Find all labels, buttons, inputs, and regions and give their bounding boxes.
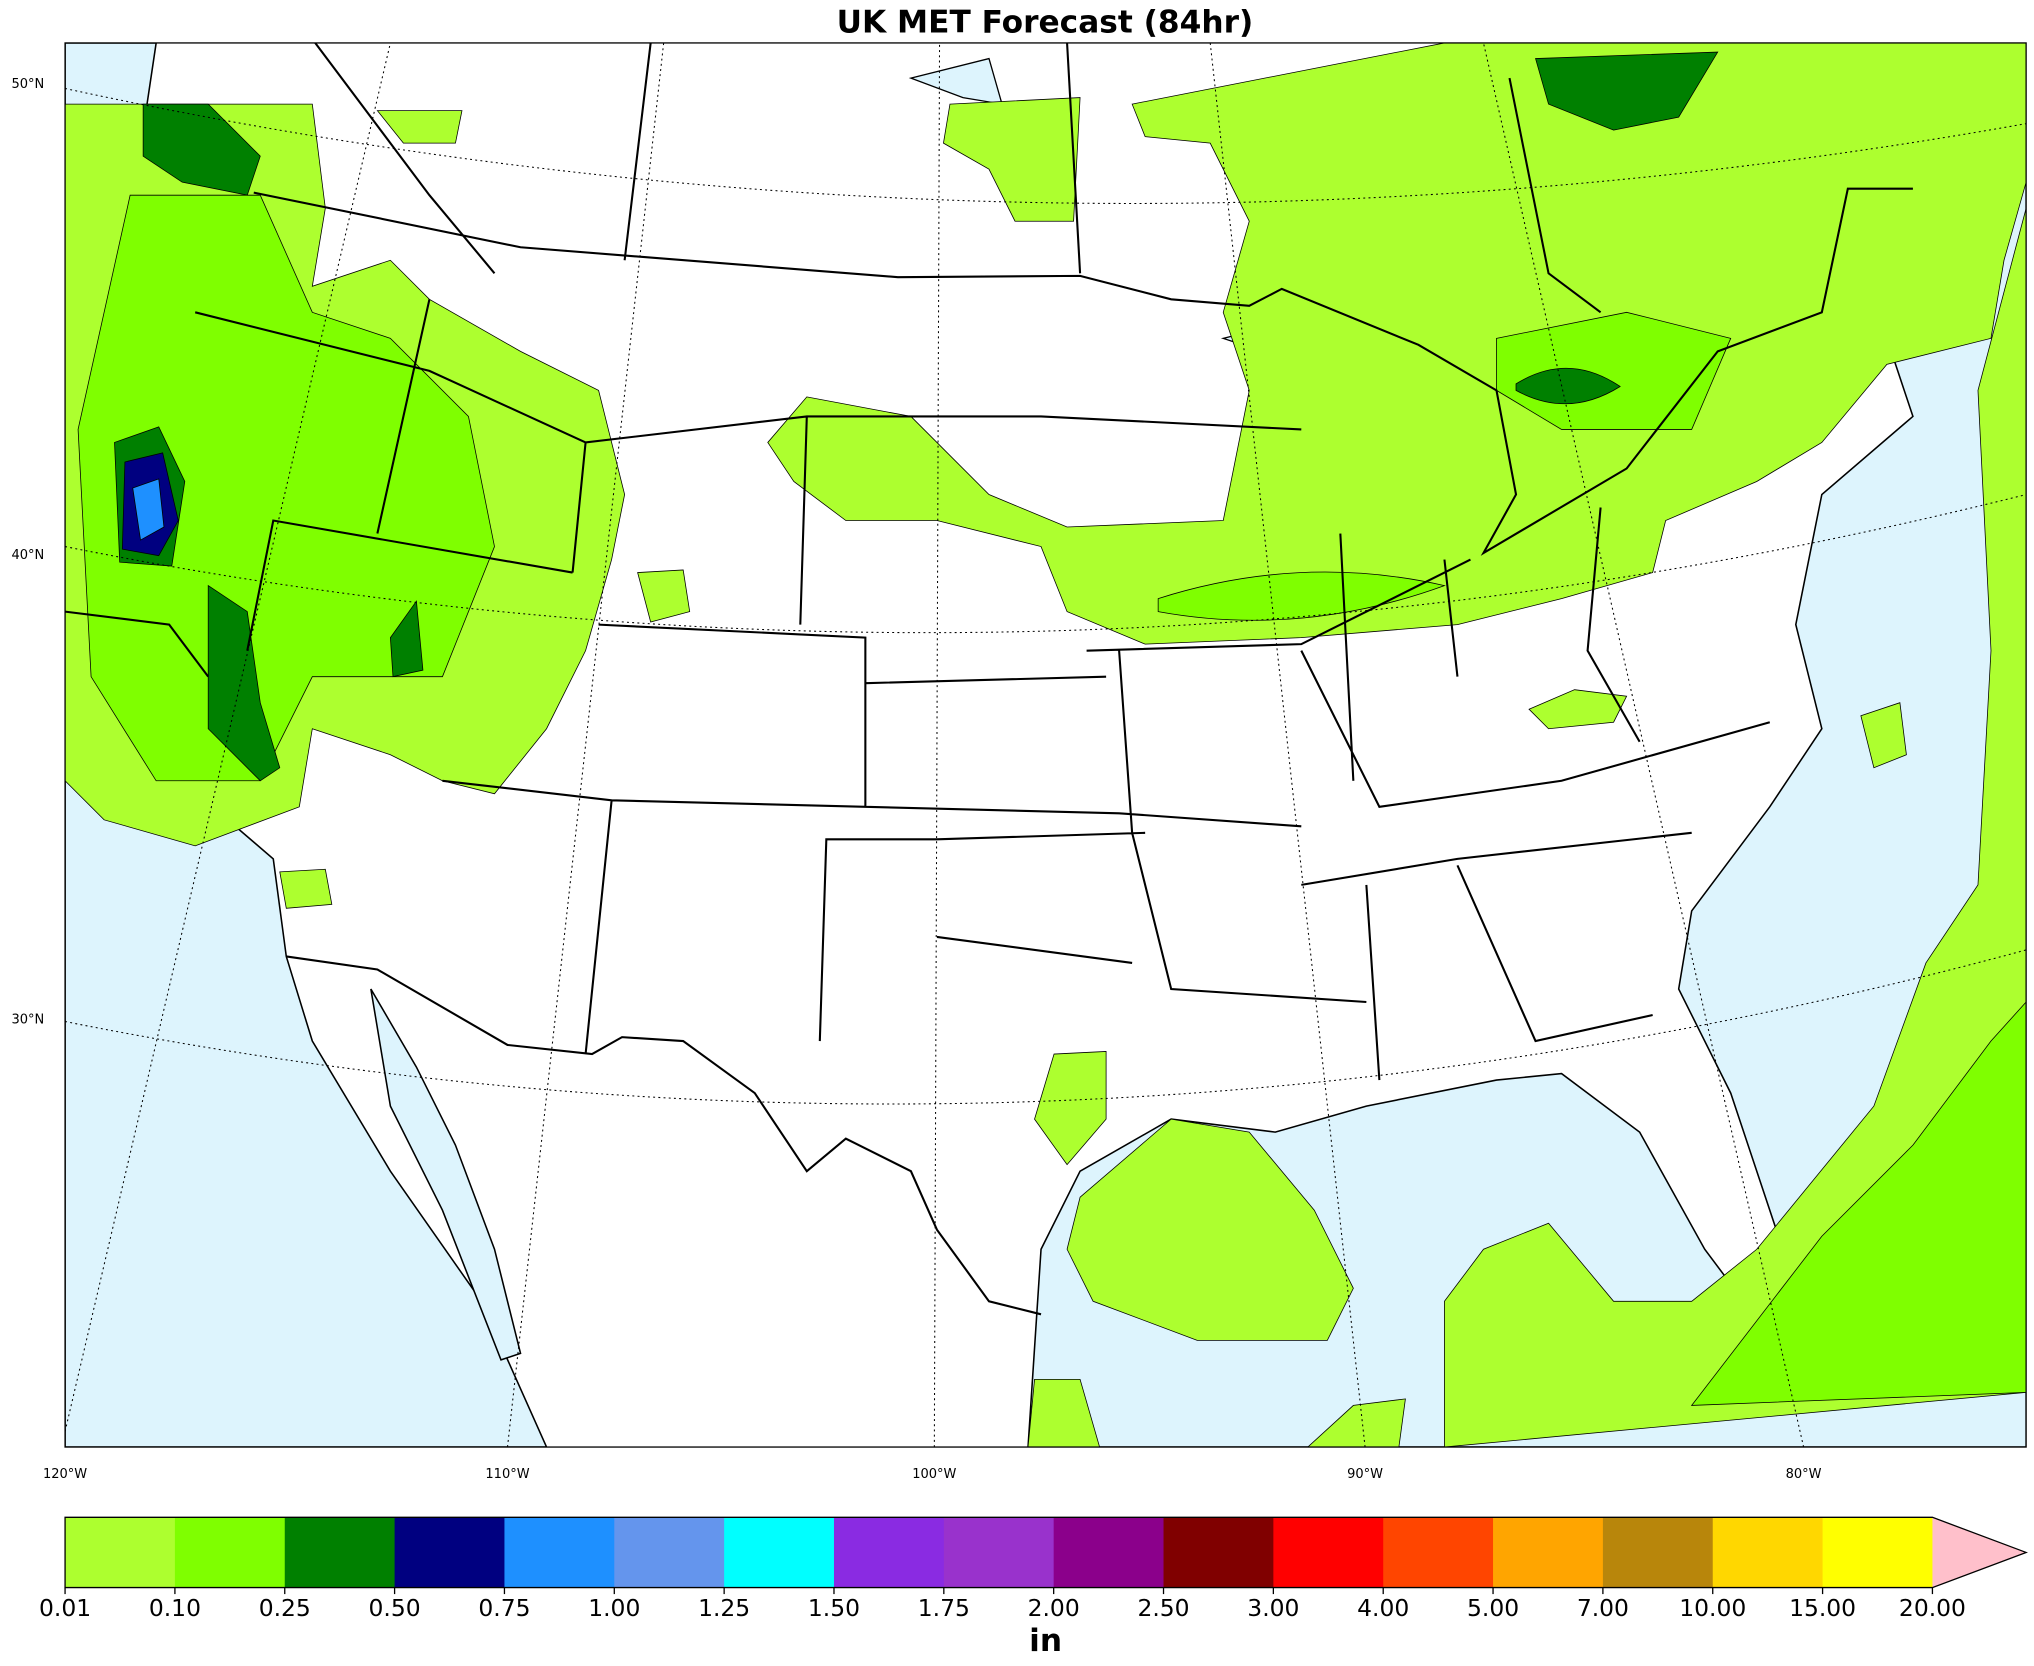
colorbar-label: 2.50	[1137, 1594, 1189, 1622]
colorbar-segment	[174, 1517, 286, 1588]
graticule	[65, 42, 2027, 1448]
colorbar-segment	[1822, 1517, 1933, 1588]
map	[65, 42, 2027, 1448]
colorbar-segment	[1053, 1517, 1164, 1588]
colorbar-segment	[394, 1517, 505, 1588]
graticule-line	[1482, 42, 1805, 1448]
precip-area	[1157, 571, 1446, 621]
precip-area	[1515, 367, 1621, 405]
precip-area	[1535, 51, 1719, 131]
lon-label: 100°W	[912, 1467, 956, 1482]
colorbar-segment	[1602, 1517, 1714, 1588]
colorbar-label: 15.00	[1789, 1594, 1856, 1622]
colorbar-label: 2.00	[1028, 1594, 1080, 1622]
colorbar-label: 0.25	[259, 1594, 311, 1622]
state-lines	[194, 299, 1771, 1081]
lon-label: 80°W	[1786, 1467, 1822, 1482]
precip-area	[767, 42, 2027, 645]
colorbar-label: 7.00	[1577, 1594, 1629, 1622]
colorbar-label: 20.00	[1899, 1594, 1966, 1622]
precip-area	[207, 584, 281, 782]
colorbar: 0.01 0.10 0.25 0.50 0.75 1.00 1.25 1.50 1.75 2.00…	[39, 1516, 2028, 1659]
colorbar-segment	[1383, 1517, 1494, 1588]
colorbar-label: 1.00	[588, 1594, 640, 1622]
colorbar-label: 0.01	[39, 1594, 91, 1622]
precip-area	[1027, 1378, 1101, 1448]
precip-area	[132, 478, 165, 541]
coast-and-provinces	[65, 42, 1602, 678]
precip-area	[1307, 1398, 1406, 1448]
figure: UK MET Forecast (84hr)	[11, 4, 2028, 1659]
lon-label: 120°W	[43, 1467, 87, 1482]
colorbar-label: 0.10	[149, 1594, 201, 1622]
colorbar-segment	[724, 1517, 835, 1588]
colorbar-segment	[504, 1517, 615, 1588]
colorbar-label: 4.00	[1357, 1594, 1409, 1622]
colorbar-label: 1.25	[698, 1594, 750, 1622]
graticule-line	[506, 42, 665, 1448]
colorbar-label: 3.00	[1247, 1594, 1299, 1622]
lon-label: 110°W	[485, 1467, 529, 1482]
colorbar-segment	[1712, 1517, 1823, 1588]
colorbar-label: 0.75	[478, 1594, 530, 1622]
precip-area	[1066, 1118, 1354, 1341]
precip-area	[1690, 1001, 2027, 1406]
gulf-of-california	[370, 988, 522, 1361]
precip-area	[943, 97, 1081, 222]
colorbar-segment	[1163, 1517, 1274, 1588]
lat-label: 50°N	[11, 77, 44, 92]
graticule-line	[65, 493, 2027, 634]
colorbar-segment	[614, 1517, 725, 1588]
precip-area	[389, 600, 424, 678]
precip-area	[1444, 208, 2027, 1448]
precip-area	[142, 103, 261, 196]
graticule-line	[65, 87, 2027, 204]
map-frame	[64, 42, 2027, 1448]
colorbar-label: 0.50	[369, 1594, 421, 1622]
colorbar-segment	[833, 1517, 945, 1588]
precip-area	[1034, 1051, 1107, 1166]
borders	[65, 42, 1913, 1316]
title: UK MET Forecast (84hr)	[837, 4, 1254, 40]
colorbar-label: 5.00	[1467, 1594, 1519, 1622]
mexico-border	[286, 955, 1042, 1316]
colorbar-segment	[65, 1517, 176, 1588]
colorbar-segment	[1273, 1517, 1384, 1588]
colorbar-unit: in	[1029, 1623, 1062, 1659]
precip-area	[376, 110, 463, 144]
graticule-line	[1209, 42, 1366, 1448]
colorbar-label: 10.00	[1679, 1594, 1746, 1622]
precip-area	[1860, 702, 1907, 769]
colorbar-extend	[1932, 1517, 2027, 1588]
precip-area	[637, 569, 691, 623]
colorbar-segment	[284, 1517, 395, 1588]
colorbar-segment	[1493, 1517, 1604, 1588]
colorbar-outline	[64, 1516, 2028, 1589]
colorbar-label: 1.50	[808, 1594, 860, 1622]
colorbar-segment	[943, 1517, 1055, 1588]
lat-label: 40°N	[11, 548, 44, 563]
precip-area	[279, 868, 333, 909]
lat-label: 30°N	[11, 1013, 44, 1028]
colorbar-label: 1.75	[918, 1594, 970, 1622]
graticule-line	[65, 42, 391, 1432]
lon-label: 90°W	[1347, 1467, 1383, 1482]
canada-border	[253, 187, 1913, 556]
